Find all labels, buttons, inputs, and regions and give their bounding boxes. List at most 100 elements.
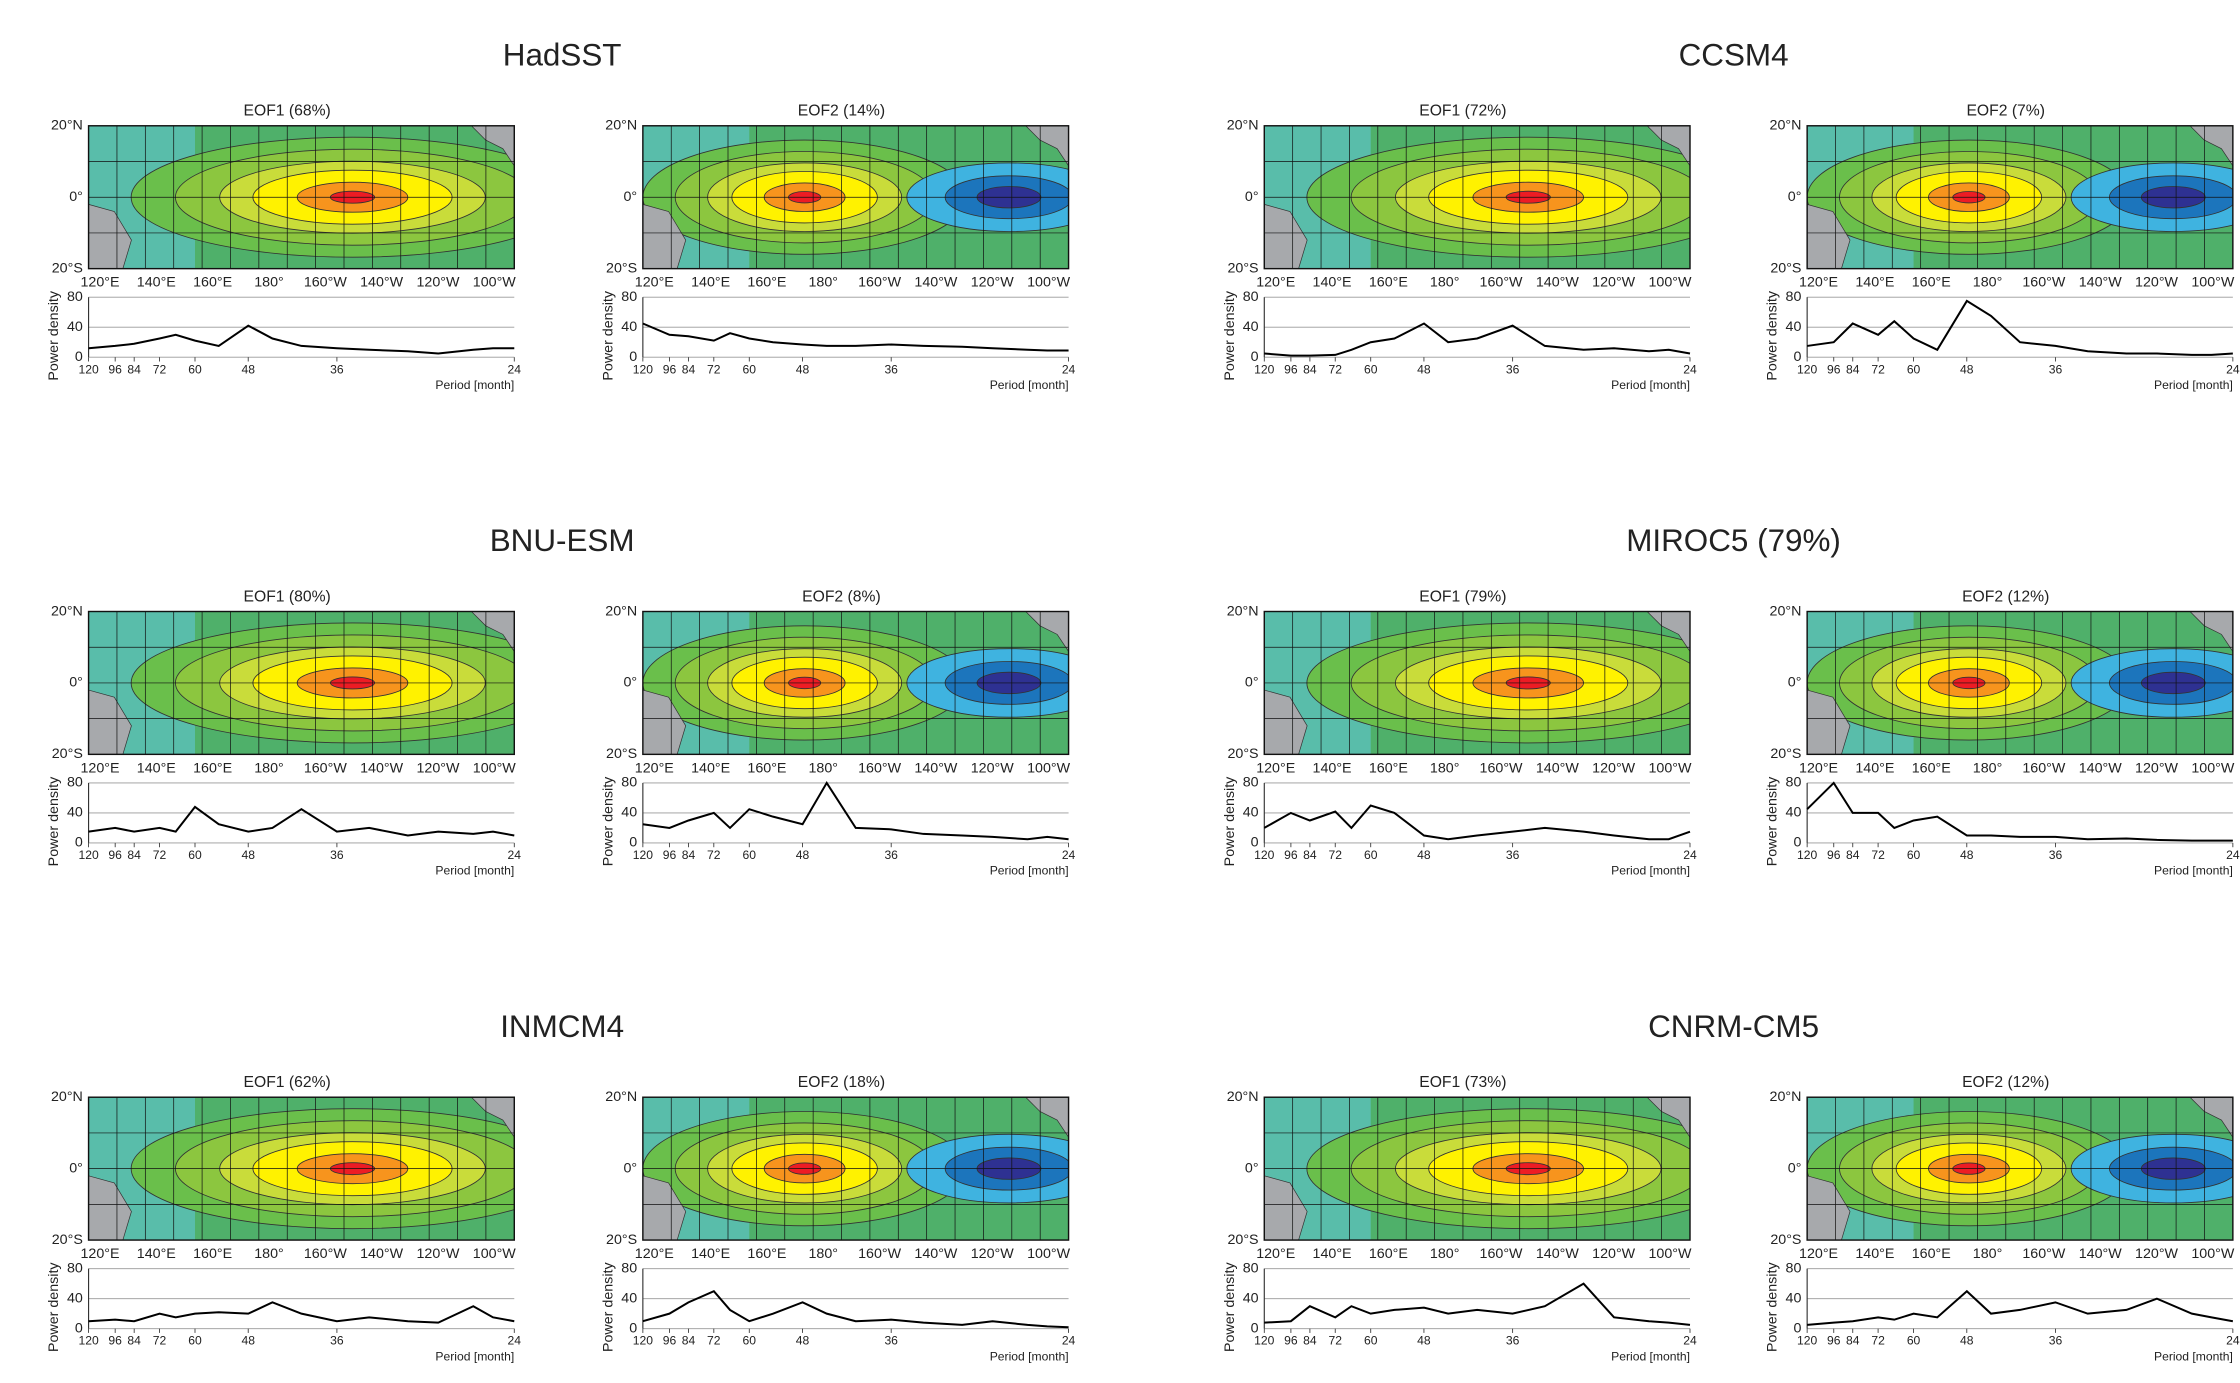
map-lon-label: 140°E <box>1313 760 1352 776</box>
map-lon-label: 160°W <box>1480 760 1524 776</box>
x-axis-label: Period [month] <box>1611 864 1690 878</box>
map-lon-label: 160°E <box>1369 760 1408 776</box>
x-tick-label: 72 <box>1871 362 1885 376</box>
y-axis-label: Power density <box>46 290 62 380</box>
map-lon-label: 120°W <box>416 1246 460 1262</box>
x-tick-label: 36 <box>884 848 898 862</box>
map-lon-label: 180° <box>254 1246 284 1262</box>
map-lat-label: 20°S <box>1770 746 1801 762</box>
panel-title: MIROC5 (79%) <box>1626 523 1841 558</box>
map-lat-label: 20°N <box>605 1089 637 1105</box>
x-tick-label: 48 <box>796 848 810 862</box>
map-lat-label: 0° <box>1245 189 1259 205</box>
map-lon-label: 140°W <box>360 275 404 291</box>
map-lon-label: 120°E <box>1256 760 1295 776</box>
map-lat-label: 20°S <box>606 1232 637 1248</box>
x-axis-label: Period [month] <box>1611 378 1690 392</box>
map-lon-label: 120°W <box>1592 275 1636 291</box>
map-lon-label: 180° <box>1973 760 2003 776</box>
x-axis-label: Period [month] <box>2154 378 2233 392</box>
map-lon-label: 100°W <box>1027 275 1071 291</box>
spectrum-line <box>1806 781 2233 842</box>
y-tick-label: 80 <box>621 1260 637 1276</box>
x-tick-label: 84 <box>1846 848 1860 862</box>
map-land <box>1807 689 1851 755</box>
map-lat-label: 20°S <box>606 260 637 276</box>
map-lat-label: 0° <box>1245 1160 1259 1176</box>
map-lon-label: 120°W <box>1592 760 1636 776</box>
map-lon-label: 100°W <box>473 275 517 291</box>
map-land <box>88 1175 132 1241</box>
map-lat-label: 20°S <box>52 746 83 762</box>
map-lon-label: 120°E <box>635 275 674 291</box>
map-lon-label: 160°W <box>1480 1246 1524 1262</box>
x-tick-label: 60 <box>1907 848 1921 862</box>
x-tick-label: 24 <box>2226 848 2240 862</box>
x-tick-label: 72 <box>1871 848 1885 862</box>
y-tick-label: 80 <box>67 1260 83 1276</box>
x-tick-label: 24 <box>508 848 522 862</box>
x-tick-label: 120 <box>1797 362 1817 376</box>
y-tick-label: 0 <box>1793 835 1801 851</box>
x-axis-label: Period [month] <box>435 864 514 878</box>
map-lon-label: 160°W <box>304 760 348 776</box>
map-lon-label: 180° <box>1973 1246 2003 1262</box>
eof-title: EOF1 (79%) <box>1419 588 1506 605</box>
x-tick-label: 84 <box>682 848 696 862</box>
x-tick-label: 84 <box>1303 848 1317 862</box>
x-tick-label: 60 <box>743 1334 757 1348</box>
eof-title: EOF2 (14%) <box>798 103 885 120</box>
map-land <box>1264 203 1308 269</box>
map-frame <box>1263 1096 1691 1241</box>
x-tick-label: 36 <box>330 362 344 376</box>
map-lon-label: 100°W <box>1027 760 1071 776</box>
map-lat-label: 20°N <box>605 603 637 619</box>
y-axis-label: Power density <box>1765 776 1781 866</box>
x-tick-label: 96 <box>1284 362 1298 376</box>
x-tick-label: 24 <box>1683 848 1697 862</box>
eof-title: EOF2 (8%) <box>802 588 881 605</box>
x-tick-label: 72 <box>707 362 721 376</box>
y-tick-label: 0 <box>75 349 83 365</box>
x-tick-label: 96 <box>1827 1334 1841 1348</box>
map-lon-label: 100°W <box>1027 1246 1071 1262</box>
map <box>1807 611 2233 755</box>
spectrum-line <box>88 324 515 355</box>
x-tick-label: 24 <box>508 1334 522 1348</box>
map <box>1264 1097 1690 1241</box>
map-lon-label: 180° <box>1430 760 1460 776</box>
x-tick-label: 120 <box>1254 362 1274 376</box>
map-lon-label: 160°W <box>858 760 902 776</box>
y-tick-label: 40 <box>1786 319 1802 335</box>
x-tick-label: 36 <box>2049 848 2063 862</box>
map <box>1264 611 1690 755</box>
y-axis-label: Power density <box>1222 290 1238 380</box>
y-tick-label: 40 <box>67 319 83 335</box>
x-tick-label: 84 <box>1303 362 1317 376</box>
map-lon-label: 140°E <box>1855 760 1894 776</box>
x-tick-label: 48 <box>796 362 810 376</box>
map-lon-label: 140°E <box>691 760 730 776</box>
y-axis-label: Power density <box>600 290 616 380</box>
map-lon-label: 120°E <box>1256 1246 1295 1262</box>
map-frame <box>1806 125 2234 270</box>
x-tick-label: 60 <box>188 848 202 862</box>
spectrum-line <box>1264 1282 1691 1326</box>
y-axis-label: Power density <box>600 776 616 866</box>
y-tick-label: 40 <box>1786 805 1802 821</box>
x-tick-label: 60 <box>188 362 202 376</box>
x-tick-label: 36 <box>330 848 344 862</box>
x-tick-label: 36 <box>2049 362 2063 376</box>
map-lat-label: 0° <box>1788 675 1802 691</box>
map <box>642 611 1069 755</box>
map-lat-label: 20°S <box>1770 1232 1801 1248</box>
map-land <box>88 689 132 755</box>
y-axis-label: Power density <box>1765 1262 1781 1352</box>
map <box>642 1097 1069 1241</box>
map-lon-label: 140°W <box>1536 760 1580 776</box>
map-land <box>2189 611 2233 653</box>
eof-title: EOF1 (80%) <box>244 588 331 605</box>
map-lon-label: 120°W <box>971 760 1015 776</box>
x-tick-label: 60 <box>1907 362 1921 376</box>
